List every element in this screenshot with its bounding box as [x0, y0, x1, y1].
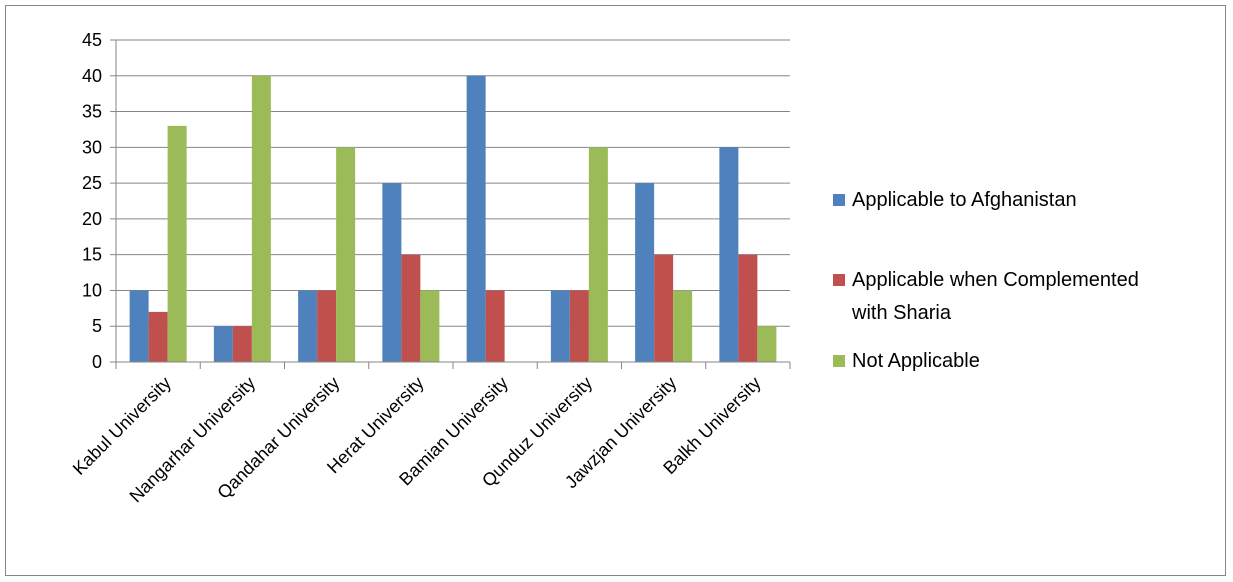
bar-herat-university-series-2 — [401, 254, 421, 362]
legend-label: Applicable to Afghanistan — [852, 189, 1077, 211]
bar-balkh-university-series-3 — [757, 326, 777, 362]
bar-bamian-university-series-1 — [466, 75, 486, 363]
bar-balkh-university-series-2 — [738, 254, 758, 362]
y-tick-label: 15 — [82, 245, 102, 265]
bar-balkh-university-series-1 — [719, 147, 739, 362]
axes — [110, 39, 791, 369]
bar-qandahar-university-series-1 — [298, 290, 318, 362]
legend-swatch — [833, 194, 845, 206]
y-tick-label: 0 — [92, 352, 102, 372]
bar-nangarhar-university-series-1 — [213, 326, 233, 362]
y-axis-ticks: 0 5 10 15 20 25 30 35 40 45 — [82, 30, 102, 372]
y-tick-label: 5 — [92, 316, 102, 336]
y-tick-label: 45 — [82, 30, 102, 50]
legend-swatch — [833, 274, 845, 286]
legend-label: Not Applicable — [852, 350, 980, 372]
bar-nangarhar-university-series-2 — [232, 326, 252, 362]
bars — [129, 75, 777, 363]
legend-swatch — [833, 355, 845, 367]
bar-nangarhar-university-series-3 — [251, 75, 271, 363]
bar-kabul-university-series-3 — [167, 125, 187, 362]
legend-label: Applicable when Complemented with Sharia — [851, 269, 1139, 324]
bar-jawzjan-university-series-3 — [673, 290, 693, 362]
y-tick-label: 35 — [82, 102, 102, 122]
bar-kabul-university-series-2 — [148, 311, 168, 362]
bar-qunduz-university-series-2 — [569, 290, 589, 362]
bar-jawzjan-university-series-2 — [654, 254, 674, 362]
bar-bamian-university-series-2 — [485, 290, 505, 362]
bar-qandahar-university-series-3 — [336, 147, 356, 362]
bar-qunduz-university-series-1 — [550, 290, 570, 362]
legend: Applicable to Afghanistan Applicable when… — [833, 189, 1139, 372]
y-tick-label: 10 — [82, 280, 102, 300]
gridlines — [116, 39, 790, 327]
bar-kabul-university-series-1 — [129, 290, 149, 362]
y-tick-label: 25 — [82, 173, 102, 193]
y-tick-label: 20 — [82, 209, 102, 229]
bar-herat-university-series-3 — [420, 290, 440, 362]
y-tick-label: 30 — [82, 137, 102, 157]
bar-jawzjan-university-series-1 — [635, 183, 655, 362]
y-tick-label: 40 — [82, 66, 102, 86]
bar-qandahar-university-series-2 — [317, 290, 337, 362]
bar-herat-university-series-1 — [382, 183, 402, 362]
bar-qunduz-university-series-3 — [588, 147, 608, 362]
